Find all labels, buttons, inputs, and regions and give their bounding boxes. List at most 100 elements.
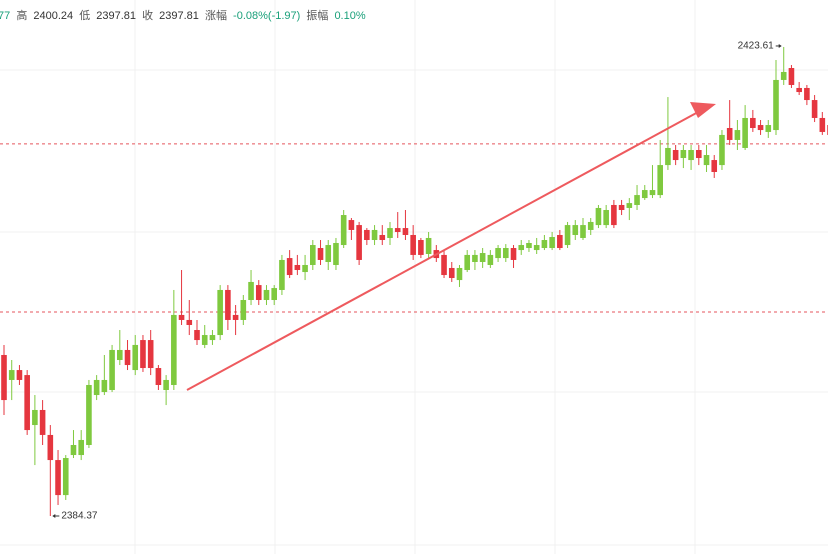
candle-body	[680, 150, 687, 159]
header-value: 2400.24	[33, 10, 74, 22]
trend-arrow	[186, 102, 716, 391]
candle-body	[325, 245, 332, 262]
candle-body	[611, 204, 617, 226]
min-label: 2384.37	[61, 511, 98, 522]
candle-body	[688, 150, 694, 161]
candle-body	[240, 300, 247, 320]
candle-body	[348, 220, 355, 230]
candle-body	[255, 285, 262, 301]
candle-body	[472, 254, 478, 262]
header-open: 77	[0, 10, 11, 22]
candle-body	[371, 229, 378, 241]
candle-body	[665, 147, 671, 166]
candle-body	[819, 117, 826, 132]
candle-body	[62, 458, 69, 496]
candle-body	[263, 289, 270, 301]
candle-body	[711, 160, 718, 172]
candle-body	[132, 344, 139, 371]
candle-body	[549, 237, 555, 249]
candle-body	[657, 165, 663, 196]
candle-body	[93, 379, 100, 396]
candle-body	[55, 460, 61, 496]
candle-body	[317, 248, 324, 260]
candle-body	[572, 225, 579, 235]
candle-body	[394, 228, 401, 232]
candle-body	[109, 349, 115, 391]
candle-body	[8, 370, 15, 380]
header-label: 振幅	[306, 10, 329, 22]
candle-body	[39, 409, 46, 435]
candle-body	[217, 289, 223, 336]
header-label: 高	[16, 10, 28, 22]
candle-body	[557, 234, 563, 249]
candle-body	[379, 234, 386, 241]
max-pointer-head	[778, 43, 782, 48]
candle-body	[24, 375, 30, 431]
candle-body	[271, 288, 277, 301]
candle-body	[541, 240, 548, 249]
candle-body	[124, 349, 131, 366]
candle-body	[811, 100, 818, 118]
candle-body	[163, 379, 169, 391]
header-label: 低	[79, 10, 91, 22]
candle-body	[294, 264, 301, 271]
header-value: 2397.81	[96, 10, 137, 22]
candle-body	[209, 335, 216, 341]
candle-body	[503, 248, 509, 259]
candle-body	[16, 370, 23, 380]
candle-body	[649, 190, 656, 196]
candle-body	[479, 253, 486, 262]
candle-body	[464, 254, 470, 271]
header-label: 收	[142, 10, 154, 22]
candle-body	[155, 368, 162, 385]
candle-body	[402, 228, 409, 235]
candle-body	[734, 130, 741, 140]
candle-body	[750, 117, 756, 129]
ohlc-header: 77 高 2400.24 低 2397.81 收 2397.81 涨幅 -0.0…	[0, 7, 369, 23]
candle-body	[773, 79, 779, 131]
candle-body	[580, 225, 586, 238]
candle-body	[441, 254, 447, 276]
candle-body	[70, 444, 77, 456]
header-value: 0.10%	[334, 10, 366, 22]
candle-body	[788, 68, 795, 85]
min-pointer-head	[52, 513, 56, 518]
candle-body	[178, 314, 185, 320]
candle-body	[487, 254, 494, 265]
candle-body	[310, 245, 316, 265]
candle-body	[47, 434, 54, 461]
candle-body	[526, 242, 532, 249]
candle-body	[765, 125, 772, 132]
candle-body	[194, 330, 200, 341]
candle-body	[634, 195, 640, 205]
candle-body	[641, 190, 648, 199]
candle-body	[618, 204, 625, 211]
header-value: -0.08%(-1.97)	[233, 10, 301, 22]
candle-body	[78, 439, 84, 456]
candle-body	[757, 125, 764, 131]
candle-body	[703, 155, 710, 166]
candle-body	[147, 340, 154, 369]
candle-body	[726, 128, 733, 140]
candle-body	[1, 354, 7, 401]
candle-body	[742, 117, 748, 148]
candle-body	[140, 340, 146, 369]
candle-body	[626, 203, 633, 208]
candle-body	[225, 289, 231, 320]
candle-body	[117, 349, 123, 361]
candle-body	[603, 210, 609, 226]
candle-body	[425, 237, 432, 254]
candle-body	[248, 281, 254, 301]
candle-body	[495, 248, 501, 259]
candle-body	[410, 234, 416, 255]
candle-body	[286, 258, 293, 276]
candle-body	[587, 221, 594, 230]
candle-body	[804, 87, 810, 101]
candle-body	[86, 384, 92, 445]
candle-body	[780, 71, 787, 80]
candle-body	[387, 228, 393, 238]
candle-body	[101, 379, 108, 393]
